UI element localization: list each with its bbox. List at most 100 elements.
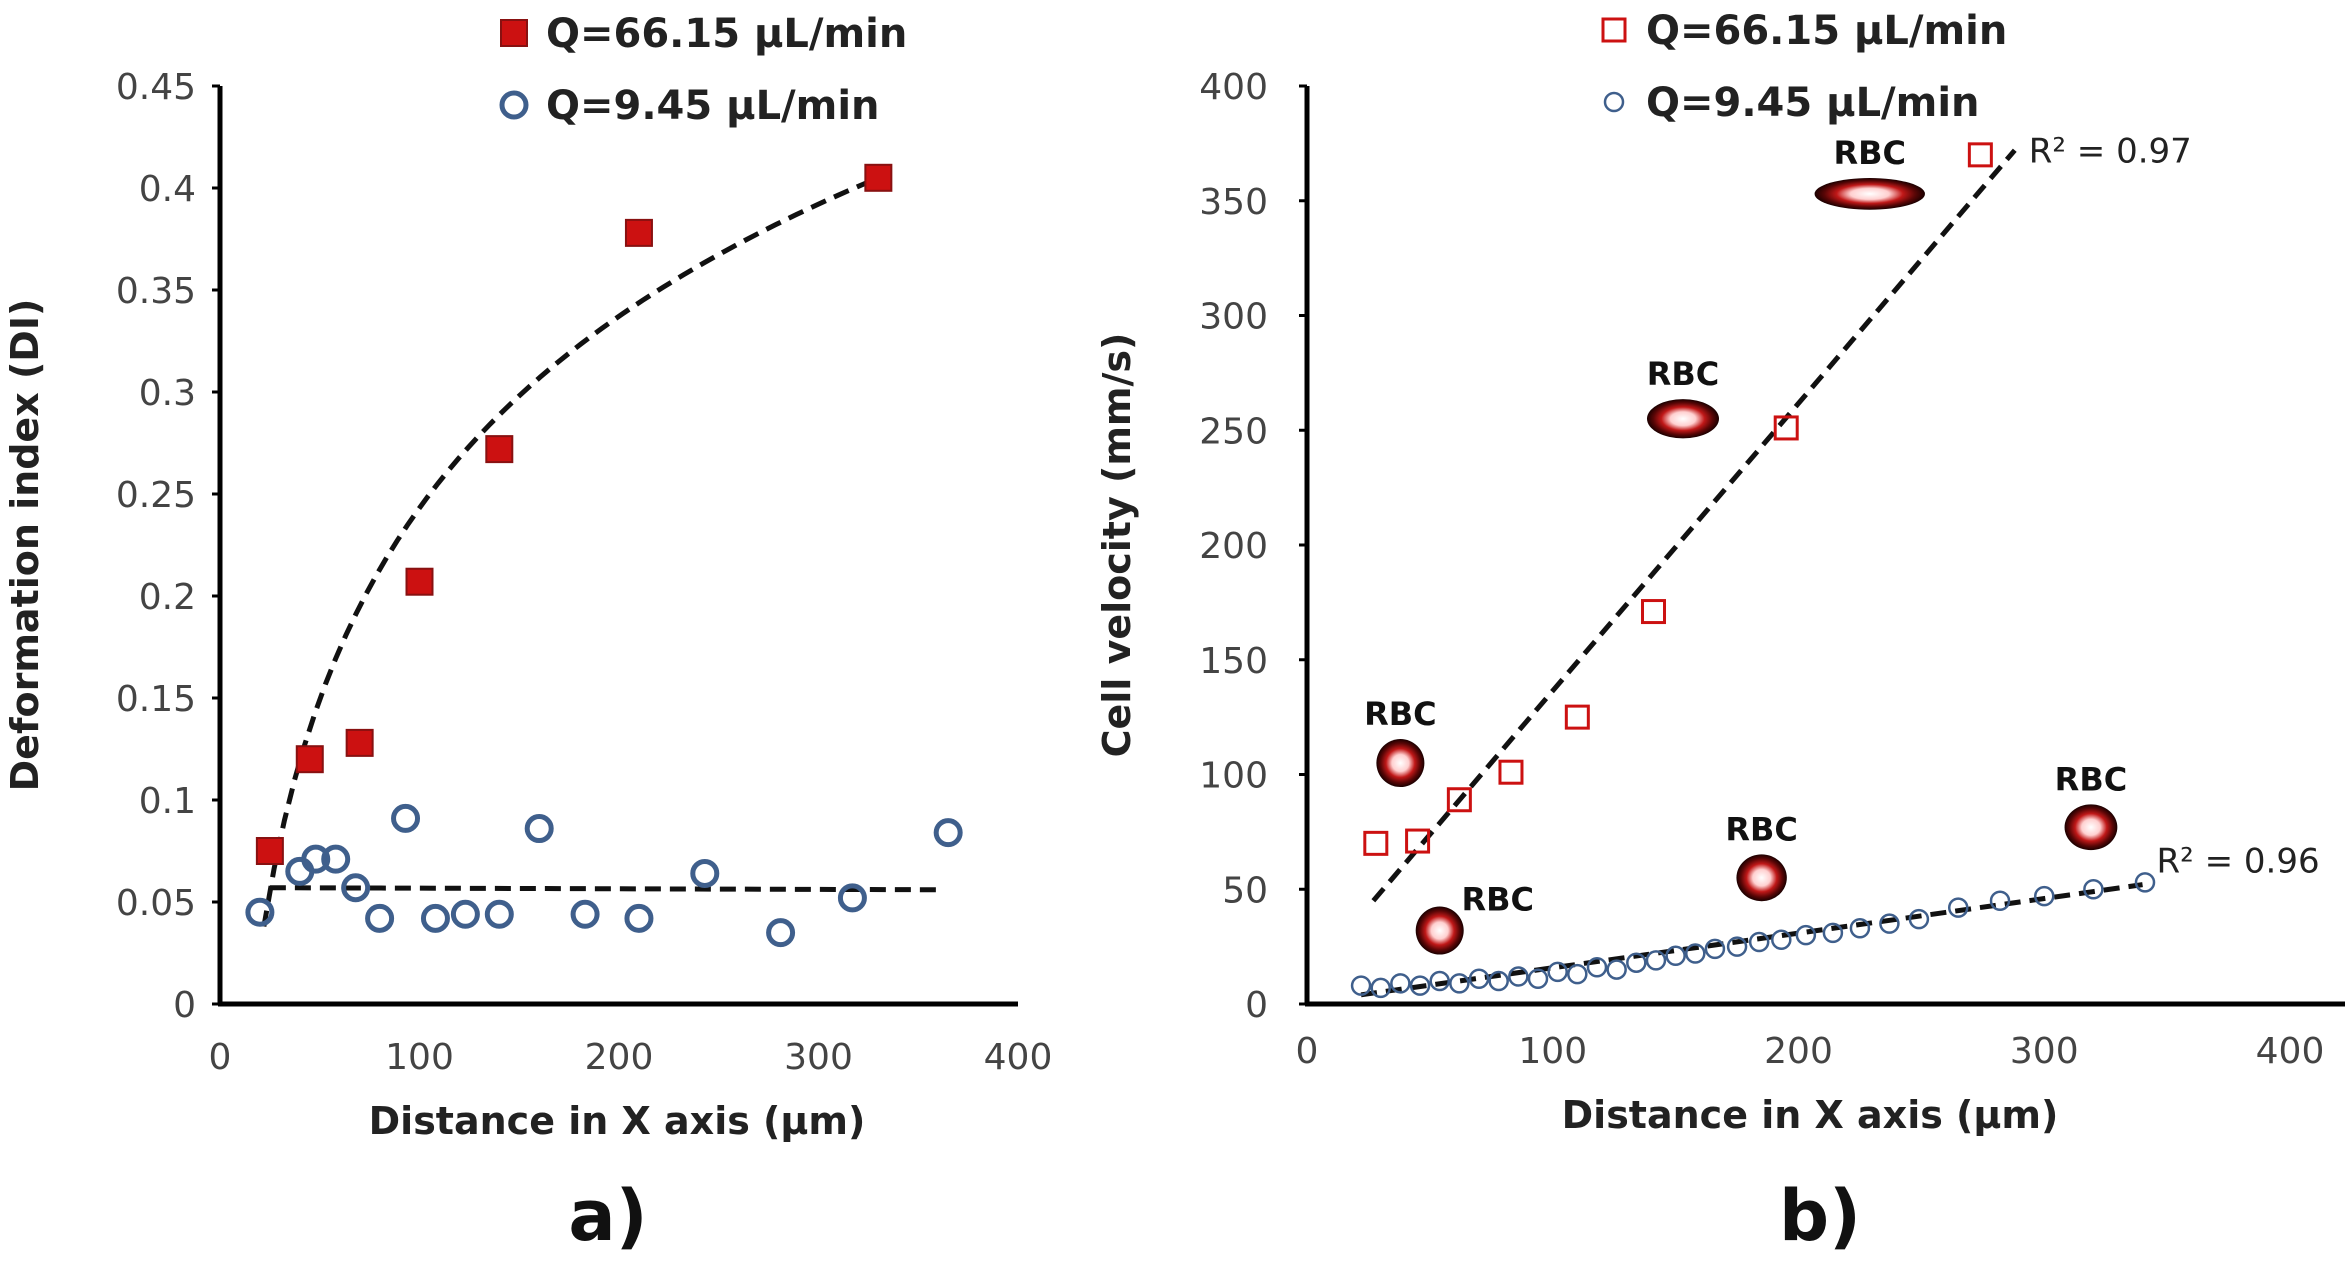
y-tick-label: 300	[1199, 297, 1268, 338]
y-tick-label: 0.45	[116, 67, 196, 108]
data-point-series-2	[391, 803, 421, 833]
fit-line-series-1	[261, 175, 880, 927]
chart-panel-b: 0 50 100 150 200 250 300 350 400 0 100 200 300 400 Dis…	[1095, 8, 2345, 1257]
rbc-label: RBC	[1725, 810, 1798, 848]
data-point-series-2	[1947, 897, 1969, 918]
y-tick-label: 400	[1199, 67, 1268, 108]
data-point-series-2	[524, 814, 554, 844]
data-point-series-2	[450, 899, 480, 929]
data-point-series-2	[365, 903, 395, 933]
data-point-series-1	[1363, 830, 1389, 856]
data-point-series-2	[2134, 872, 2156, 893]
y-tick-label: 0.05	[116, 883, 196, 924]
data-point-series-2	[2034, 885, 2055, 907]
data-point-series-2	[341, 873, 371, 903]
data-point-series-2	[1350, 975, 1372, 996]
data-point-series-1	[255, 837, 284, 865]
y-tick-label: 0.35	[116, 271, 196, 312]
data-point-series-2	[1726, 936, 1748, 957]
y-tick-label: 50	[1222, 870, 1268, 911]
legend-marker-series-2	[1603, 91, 1625, 113]
panel-label: b)	[1779, 1175, 1861, 1257]
data-point-series-2	[1606, 959, 1627, 980]
data-point-series-2	[1586, 957, 1608, 978]
x-tick-label: 100	[385, 1037, 454, 1078]
legend-label-series-1: Q=66.15 μL/min	[1646, 8, 2007, 54]
data-point-series-2	[301, 844, 331, 874]
data-point-series-2	[1849, 918, 1871, 939]
rbc-label: RBC	[1461, 881, 1534, 919]
x-axis-title: Distance in X axis (μm)	[1562, 1093, 2059, 1137]
chart-panel-a: 0 0.05 0.1 0.15 0.2 0.25 0.3 0.35 0.4 0.45 0 100 200…	[3, 11, 1052, 1257]
fit-line-series-1	[1371, 148, 2017, 903]
data-point-series-2	[1685, 943, 1706, 964]
data-point-series-2	[1822, 922, 1844, 944]
data-point-series-2	[1704, 938, 1726, 960]
data-point-series-2	[1488, 970, 1509, 992]
data-point-series-1	[345, 728, 374, 757]
y-tick-label: 0.15	[116, 679, 196, 720]
rbc-label: RBC	[2055, 760, 2128, 798]
y-axis-title: Cell velocity (mm/s)	[1095, 333, 1139, 758]
r-squared-label: R² = 0.97	[2029, 131, 2192, 171]
data-point-series-2	[1527, 968, 1549, 990]
data-point-series-2	[766, 918, 796, 948]
rbc-label: RBC	[1647, 355, 1720, 393]
rbc-cell-image	[1415, 906, 1464, 955]
data-point-series-2	[1771, 929, 1792, 950]
rbc-cell-image	[1646, 399, 1719, 439]
x-tick-label: 300	[2010, 1031, 2079, 1072]
y-tick-label: 200	[1199, 526, 1268, 567]
data-point-series-2	[933, 818, 963, 848]
data-point-series-1	[1446, 787, 1472, 813]
rbc-label: RBC	[1834, 134, 1907, 172]
legend-marker-series-1	[500, 19, 528, 47]
data-point-series-2	[1795, 924, 1817, 946]
data-point-series-2	[1908, 908, 1930, 930]
r-squared-label: R² = 0.96	[2157, 842, 2320, 882]
rbc-label: RBC	[1364, 695, 1437, 733]
y-tick-label: 150	[1199, 641, 1268, 682]
data-point-series-2	[1390, 973, 1411, 994]
data-point-series-2	[1665, 945, 1686, 967]
data-point-series-2	[484, 899, 514, 929]
data-point-series-1	[1498, 759, 1524, 785]
data-point-series-1	[405, 567, 434, 596]
data-point-series-2	[420, 903, 450, 933]
data-point-series-2	[1370, 977, 1391, 999]
y-tick-label: 0.25	[116, 475, 196, 516]
fit-line-series-2	[269, 885, 939, 893]
data-point-series-2	[2083, 879, 2104, 900]
legend-marker-series-2	[499, 90, 529, 120]
legend-marker-series-1	[1601, 17, 1627, 43]
x-axis-title: Distance in X axis (μm)	[369, 1099, 866, 1143]
data-point-series-1	[485, 435, 514, 464]
rbc-cell-image	[1736, 854, 1787, 902]
x-tick-label: 200	[585, 1037, 654, 1078]
data-point-series-1	[295, 745, 324, 774]
data-point-series-2	[1748, 931, 1770, 953]
y-tick-label: 0.2	[139, 577, 196, 618]
x-tick-label: 0	[1296, 1031, 1319, 1072]
data-point-series-1	[1405, 828, 1431, 854]
data-point-series-2	[1508, 966, 1529, 987]
data-point-series-2	[1989, 890, 2011, 911]
data-point-series-2	[321, 844, 351, 874]
data-point-series-1	[1641, 599, 1667, 625]
y-tick-label: 0.4	[139, 169, 196, 210]
x-tick-label: 100	[1518, 1031, 1587, 1072]
data-point-series-2	[245, 897, 275, 927]
data-point-series-2	[1645, 950, 1667, 971]
data-point-series-2	[570, 899, 600, 929]
data-point-series-1	[1967, 142, 1993, 168]
y-tick-label: 0	[173, 985, 196, 1026]
y-axis-title: Deformation index (DI)	[3, 299, 47, 792]
data-point-series-2	[1429, 970, 1450, 992]
data-point-series-2	[1449, 973, 1470, 994]
data-point-series-1	[1773, 415, 1799, 441]
legend-label-series-2: Q=9.45 μL/min	[1646, 80, 1980, 126]
legend-label-series-1: Q=66.15 μL/min	[546, 11, 907, 57]
data-point-series-2	[1409, 975, 1431, 996]
y-tick-label: 0	[1245, 985, 1268, 1026]
